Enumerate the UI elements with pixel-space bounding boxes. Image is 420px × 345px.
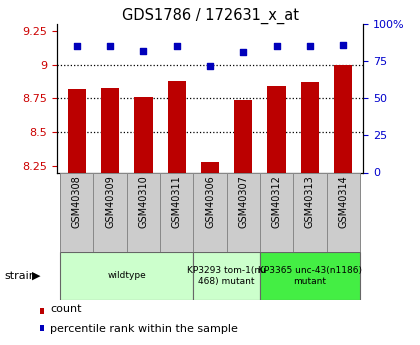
Text: GSM40314: GSM40314 [338,175,348,228]
Text: GSM40306: GSM40306 [205,175,215,228]
Text: count: count [50,304,82,314]
Bar [193,252,260,300]
Point [340,42,346,48]
Bar [93,172,127,252]
Bar [201,162,219,172]
Bar [193,172,227,252]
Point [307,43,313,49]
Bar [127,172,160,252]
Text: KP3365 unc-43(n1186)
mutant: KP3365 unc-43(n1186) mutant [258,266,362,286]
Text: ▶: ▶ [32,271,40,281]
Point [140,48,147,53]
Text: KP3293 tom-1(nu
468) mutant: KP3293 tom-1(nu 468) mutant [187,266,266,286]
Point [207,63,213,68]
Bar [168,81,186,172]
Bar [260,172,293,252]
Text: GSM40311: GSM40311 [172,175,182,228]
Bar [134,97,152,172]
Bar [68,89,86,172]
Title: GDS1786 / 172631_x_at: GDS1786 / 172631_x_at [121,8,299,24]
Bar [334,65,352,172]
Point [173,43,180,49]
Point [240,50,247,55]
Bar [227,172,260,252]
Text: wildtype: wildtype [107,272,146,280]
Bar [268,86,286,172]
Text: GSM40312: GSM40312 [272,175,282,228]
Text: GSM40307: GSM40307 [238,175,248,228]
Bar [101,88,119,172]
Bar [60,252,193,300]
Bar [234,100,252,172]
Bar [327,172,360,252]
Bar [260,252,360,300]
Bar [160,172,193,252]
Text: GSM40308: GSM40308 [72,175,82,228]
Text: GSM40309: GSM40309 [105,175,115,228]
Text: GSM40313: GSM40313 [305,175,315,228]
Bar [60,172,93,252]
Text: percentile rank within the sample: percentile rank within the sample [50,324,238,334]
Text: GSM40310: GSM40310 [138,175,148,228]
Text: strain: strain [4,271,36,281]
Point [273,43,280,49]
Point [107,43,113,49]
Bar [293,172,327,252]
Point [74,43,80,49]
Bar [301,82,319,172]
